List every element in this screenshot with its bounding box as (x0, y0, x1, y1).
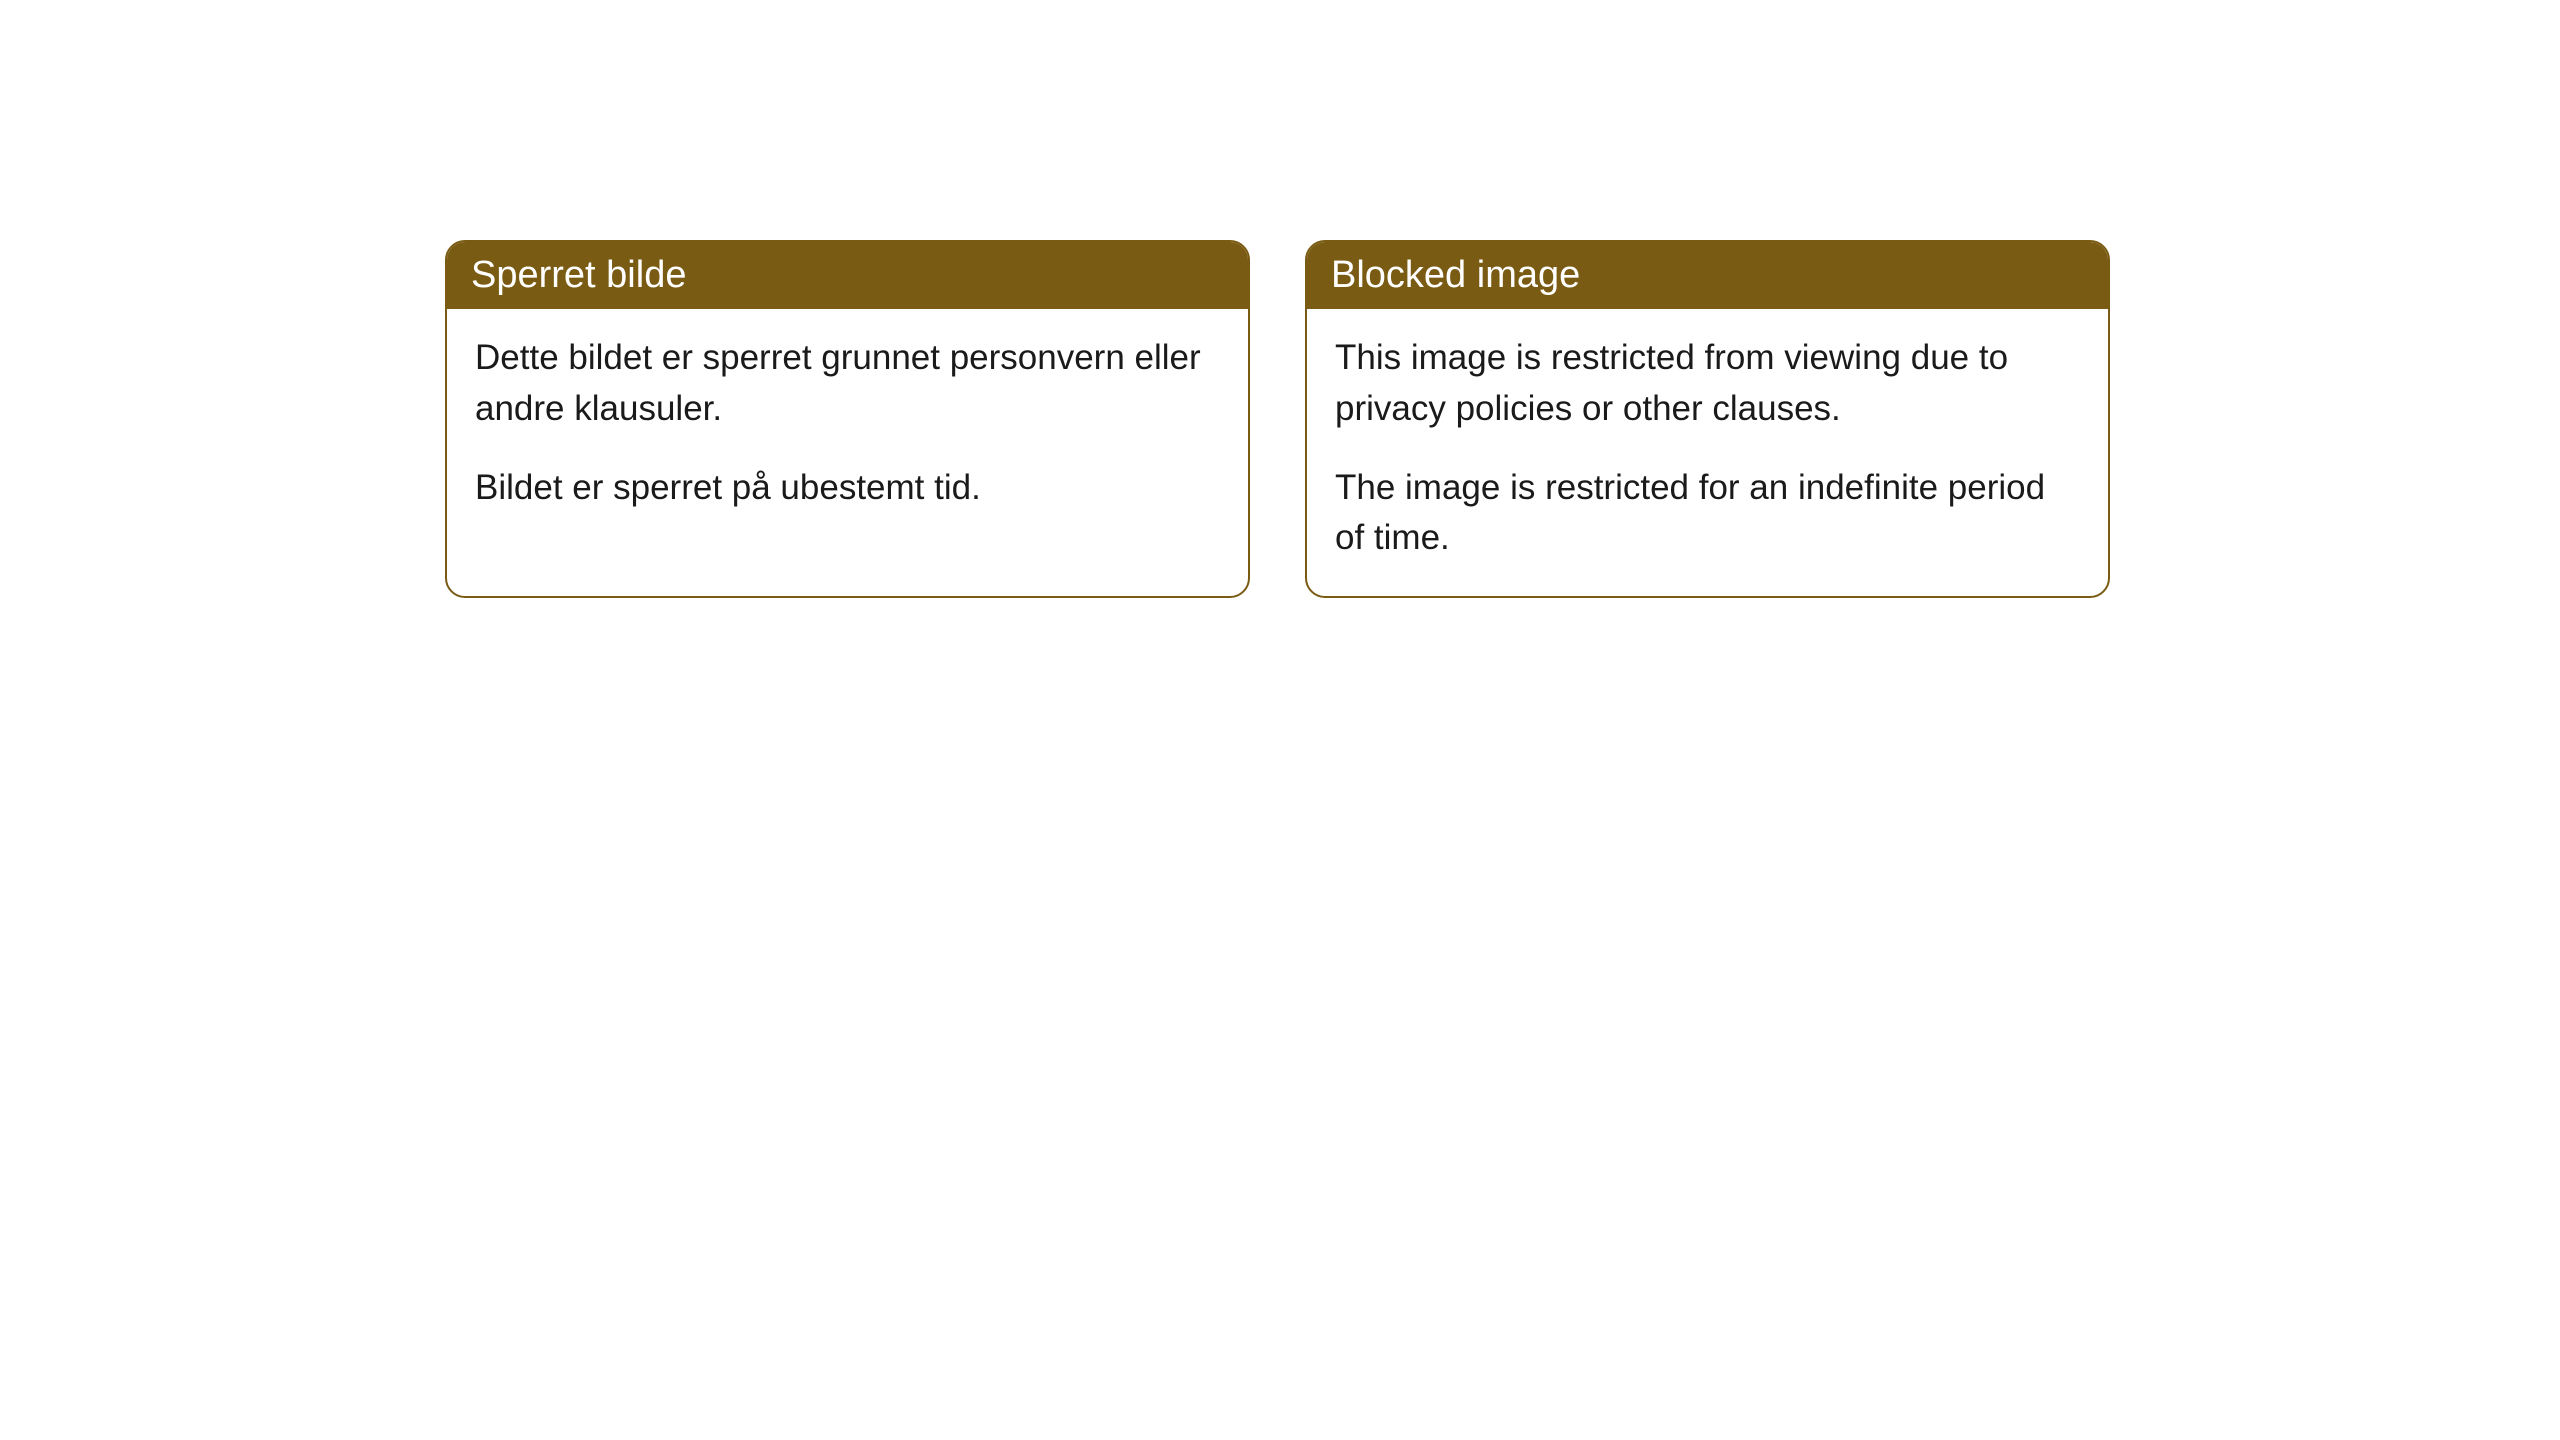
notice-card-english: Blocked image This image is restricted f… (1305, 240, 2110, 598)
notice-card-norwegian: Sperret bilde Dette bildet er sperret gr… (445, 240, 1250, 598)
notice-container: Sperret bilde Dette bildet er sperret gr… (0, 0, 2560, 598)
card-paragraph: The image is restricted for an indefinit… (1335, 463, 2080, 565)
card-body: Dette bildet er sperret grunnet personve… (447, 309, 1248, 545)
card-paragraph: This image is restricted from viewing du… (1335, 333, 2080, 435)
card-paragraph: Bildet er sperret på ubestemt tid. (475, 463, 1220, 514)
card-title: Sperret bilde (471, 254, 686, 296)
card-header: Sperret bilde (447, 242, 1248, 309)
card-paragraph: Dette bildet er sperret grunnet personve… (475, 333, 1220, 435)
card-title: Blocked image (1331, 254, 1580, 296)
card-header: Blocked image (1307, 242, 2108, 309)
card-body: This image is restricted from viewing du… (1307, 309, 2108, 596)
